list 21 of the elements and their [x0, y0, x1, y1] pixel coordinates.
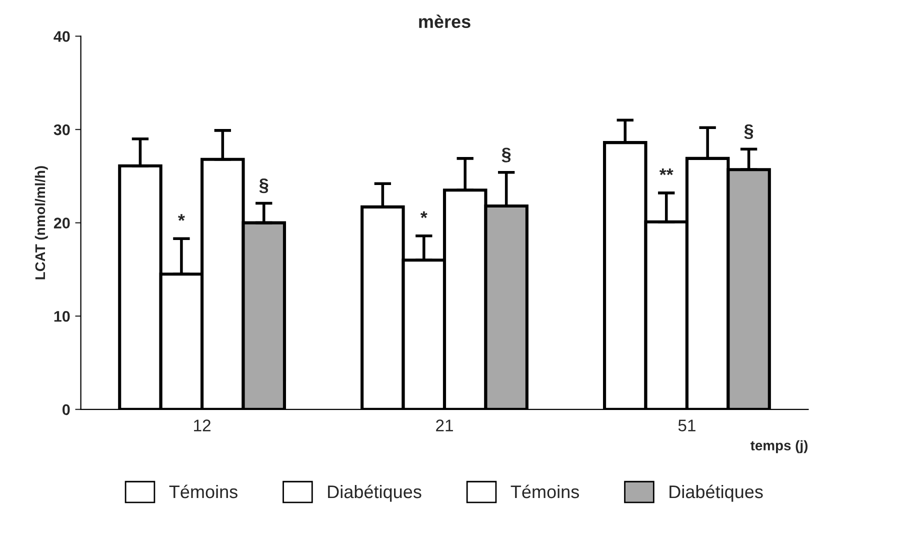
legend-label: Témoins — [169, 484, 238, 498]
y-tick-label: 0 — [62, 404, 70, 416]
x-tick-label: 51 — [678, 420, 696, 432]
legend-label: Diabétiques — [328, 484, 422, 502]
y-tick-label: 30 — [54, 124, 70, 136]
data-label: § — [744, 124, 754, 140]
data-label: § — [502, 148, 511, 162]
legend-label: Diabétiques — [670, 484, 763, 502]
chart-title: mères — [419, 14, 470, 28]
y-tick-label: 20 — [54, 218, 70, 228]
y-axis-title: LCAT (nmol/ml/h) — [34, 166, 48, 280]
legend-label: Témoins — [510, 484, 579, 498]
x-tick-label: 21 — [436, 420, 453, 432]
data-label: § — [259, 178, 268, 194]
y-tick-label: 10 — [54, 310, 70, 322]
data-label: * — [420, 211, 428, 218]
data-label: * — [178, 214, 185, 221]
x-tick-label: 12 — [194, 420, 210, 432]
x-axis-title: temps (j) — [750, 440, 808, 454]
data-label: ** — [659, 168, 674, 176]
y-tick-label: 40 — [54, 31, 70, 42]
